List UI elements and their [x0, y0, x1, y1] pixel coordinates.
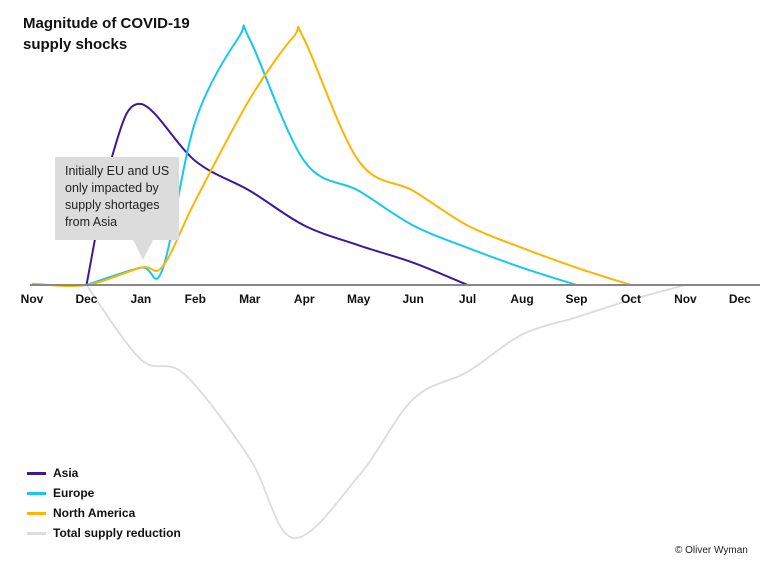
- series-line-total-supply-reduction: [85, 284, 686, 539]
- legend-label: North America: [53, 506, 136, 520]
- legend-item: North America: [27, 503, 181, 523]
- x-tick-label: Jun: [402, 292, 423, 306]
- x-tick-label: Nov: [674, 292, 697, 306]
- x-tick-label: Aug: [510, 292, 533, 306]
- legend-item: Total supply reduction: [27, 523, 181, 543]
- x-tick-label: Mar: [239, 292, 261, 306]
- legend-label: Europe: [53, 486, 95, 500]
- x-tick-label: Dec: [729, 292, 751, 306]
- legend-swatch: [27, 531, 46, 535]
- legend: Asia Europe North America Total supply r…: [27, 463, 181, 543]
- x-tick-label: Sep: [565, 292, 587, 306]
- x-tick-label: Apr: [294, 292, 315, 306]
- series-line-europe: [86, 24, 577, 286]
- x-tick-label: Feb: [185, 292, 206, 306]
- chart-title: Magnitude of COVID-19 supply shocks: [23, 15, 190, 53]
- x-tick-label: Oct: [621, 292, 641, 306]
- legend-item: Europe: [27, 483, 181, 503]
- series-line-asia: [85, 102, 468, 286]
- legend-swatch: [27, 491, 46, 495]
- legend-swatch: [27, 471, 46, 475]
- legend-label: Asia: [53, 466, 79, 480]
- series-line-north-america: [31, 25, 632, 287]
- legend-swatch: [27, 511, 46, 515]
- copyright: © Oliver Wyman: [675, 545, 748, 556]
- x-tick-label: Dec: [75, 292, 97, 306]
- legend-label: Total supply reduction: [53, 526, 181, 540]
- annotation-callout: Initially EU and US only impacted by sup…: [55, 157, 179, 260]
- x-tick-label: Jul: [459, 292, 476, 306]
- x-tick-label: Jan: [131, 292, 152, 306]
- x-tick-label: Nov: [21, 292, 44, 306]
- x-tick-label: May: [347, 292, 371, 306]
- legend-item: Asia: [27, 463, 181, 483]
